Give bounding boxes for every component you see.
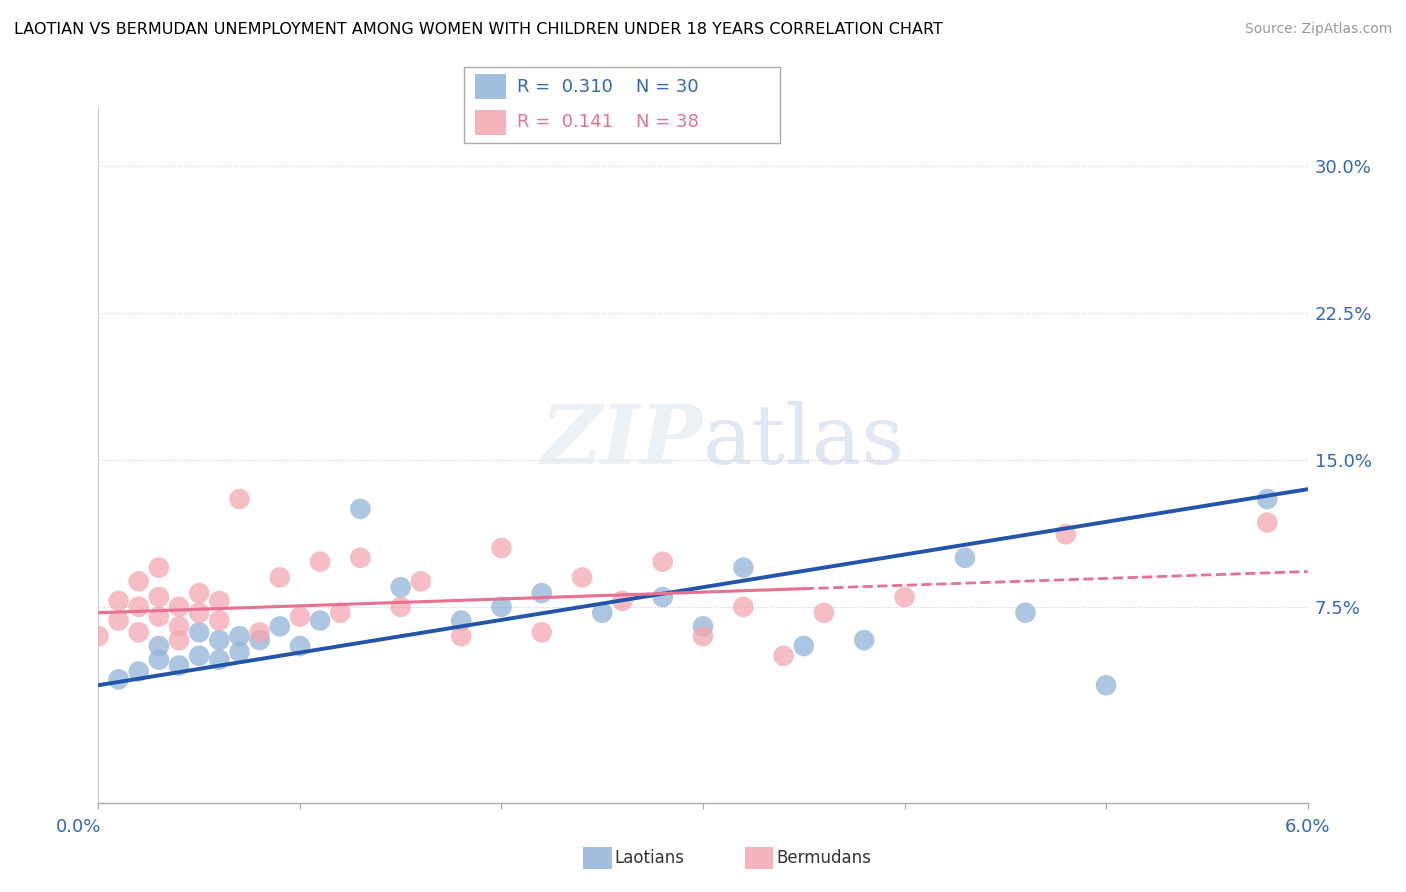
Point [349,501,371,516]
Point [188,625,211,640]
Point [1054,527,1077,541]
Point [167,599,190,614]
Point [409,574,432,589]
Point [491,599,513,614]
Point [612,594,634,608]
Point [389,599,412,614]
Point [1256,491,1278,506]
Point [692,619,714,633]
Text: Laotians: Laotians [614,849,685,867]
Point [733,560,755,574]
Point [793,639,815,653]
Point [107,673,129,687]
Point [188,586,211,600]
Point [893,590,915,604]
Point [450,629,472,643]
Point [288,609,311,624]
Text: atlas: atlas [703,401,905,481]
Point [692,629,714,643]
Point [651,555,673,569]
Point [208,653,231,667]
Point [389,580,412,594]
Point [953,550,976,565]
Text: 6.0%: 6.0% [1285,819,1330,837]
Point [309,614,332,628]
Point [228,491,250,506]
Point [128,599,150,614]
Point [208,594,231,608]
Point [107,614,129,628]
Point [208,633,231,648]
Point [530,586,553,600]
Point [148,653,170,667]
Point [853,633,876,648]
Point [188,606,211,620]
Point [228,629,250,643]
Point [309,555,332,569]
Text: Source: ZipAtlas.com: Source: ZipAtlas.com [1244,22,1392,37]
Point [288,639,311,653]
Point [167,619,190,633]
Point [128,574,150,589]
Point [450,614,472,628]
Point [128,665,150,679]
Point [530,625,553,640]
Text: LAOTIAN VS BERMUDAN UNEMPLOYMENT AMONG WOMEN WITH CHILDREN UNDER 18 YEARS CORREL: LAOTIAN VS BERMUDAN UNEMPLOYMENT AMONG W… [14,22,943,37]
Point [87,629,110,643]
Point [329,606,352,620]
Point [148,609,170,624]
Point [491,541,513,555]
Point [591,606,613,620]
Point [269,570,291,584]
Point [228,645,250,659]
Point [148,639,170,653]
Point [571,570,593,584]
Point [148,560,170,574]
Point [249,625,271,640]
Point [148,590,170,604]
Point [167,658,190,673]
Point [1256,516,1278,530]
Point [167,633,190,648]
Point [349,550,371,565]
Point [733,599,755,614]
Point [651,590,673,604]
Point [1095,678,1118,692]
Point [188,648,211,663]
Text: R =  0.141    N = 38: R = 0.141 N = 38 [517,113,699,131]
Text: 0.0%: 0.0% [56,819,101,837]
Text: ZIP: ZIP [540,401,703,481]
Point [772,648,794,663]
Point [249,633,271,648]
Point [208,614,231,628]
Point [128,625,150,640]
Point [1014,606,1036,620]
Point [813,606,835,620]
Text: Bermudans: Bermudans [776,849,870,867]
Point [269,619,291,633]
Point [107,594,129,608]
Text: R =  0.310    N = 30: R = 0.310 N = 30 [517,78,699,95]
